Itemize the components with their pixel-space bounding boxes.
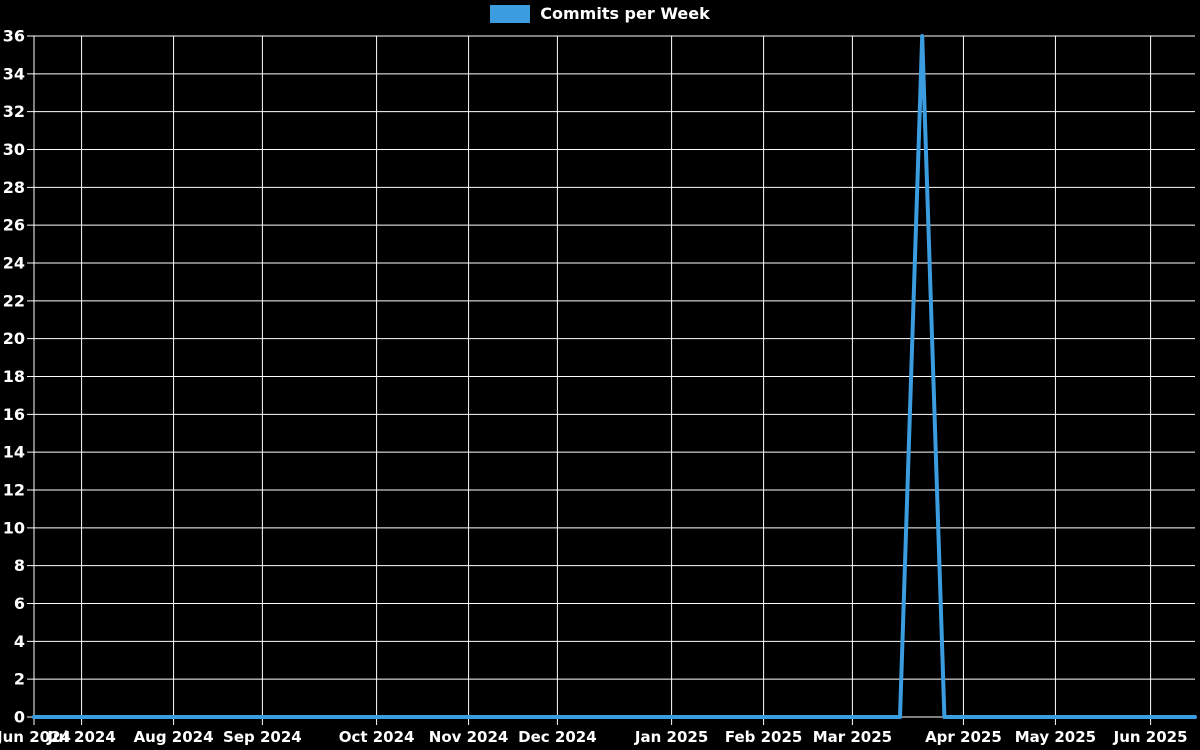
y-tick-label: 0 <box>14 708 25 727</box>
x-tick-label: Apr 2025 <box>925 728 1002 746</box>
y-tick-label: 24 <box>3 254 25 273</box>
legend-swatch-icon <box>490 5 531 23</box>
y-tick-label: 28 <box>3 178 25 197</box>
series-line-commits-per-week <box>32 34 1197 719</box>
x-tick-label: May 2025 <box>1015 728 1096 746</box>
y-tick-label: 10 <box>3 518 25 537</box>
legend-label: Commits per Week <box>540 4 710 23</box>
x-tick-label: Oct 2024 <box>339 728 415 746</box>
y-tick-label: 18 <box>3 367 25 386</box>
y-tick-label: 36 <box>3 27 25 46</box>
y-tick-label: 6 <box>14 594 25 613</box>
x-tick-label: Aug 2024 <box>134 728 214 746</box>
x-tick-label: Sep 2024 <box>223 728 302 746</box>
y-tick-label: 2 <box>14 670 25 689</box>
x-tick-label: Feb 2025 <box>725 728 803 746</box>
x-tick-label: Jun 2025 <box>1113 728 1188 746</box>
y-tick-label: 20 <box>3 329 25 348</box>
y-tick-label: 8 <box>14 556 25 575</box>
y-tick-label: 12 <box>3 481 25 500</box>
y-tick-label: 14 <box>3 443 25 462</box>
x-tick-label: Mar 2025 <box>813 728 892 746</box>
y-tick-label: 26 <box>3 216 25 235</box>
chart-legend: Commits per Week <box>0 5 1200 23</box>
x-tick-label: Jul 2024 <box>46 728 115 746</box>
y-tick-label: 22 <box>3 291 25 310</box>
x-tick-label: Jun 2024 <box>0 728 71 746</box>
y-tick-label: 30 <box>3 140 25 159</box>
x-tick-label: Dec 2024 <box>518 728 597 746</box>
y-tick-label: 4 <box>14 632 25 651</box>
x-tick-label: Jan 2025 <box>634 728 708 746</box>
x-tick-label: Nov 2024 <box>429 728 509 746</box>
legend-item-commits-per-week[interactable]: Commits per Week <box>490 5 710 23</box>
y-tick-label: 16 <box>3 405 25 424</box>
y-tick-label: 32 <box>3 102 25 121</box>
y-tick-label: 34 <box>3 64 25 83</box>
